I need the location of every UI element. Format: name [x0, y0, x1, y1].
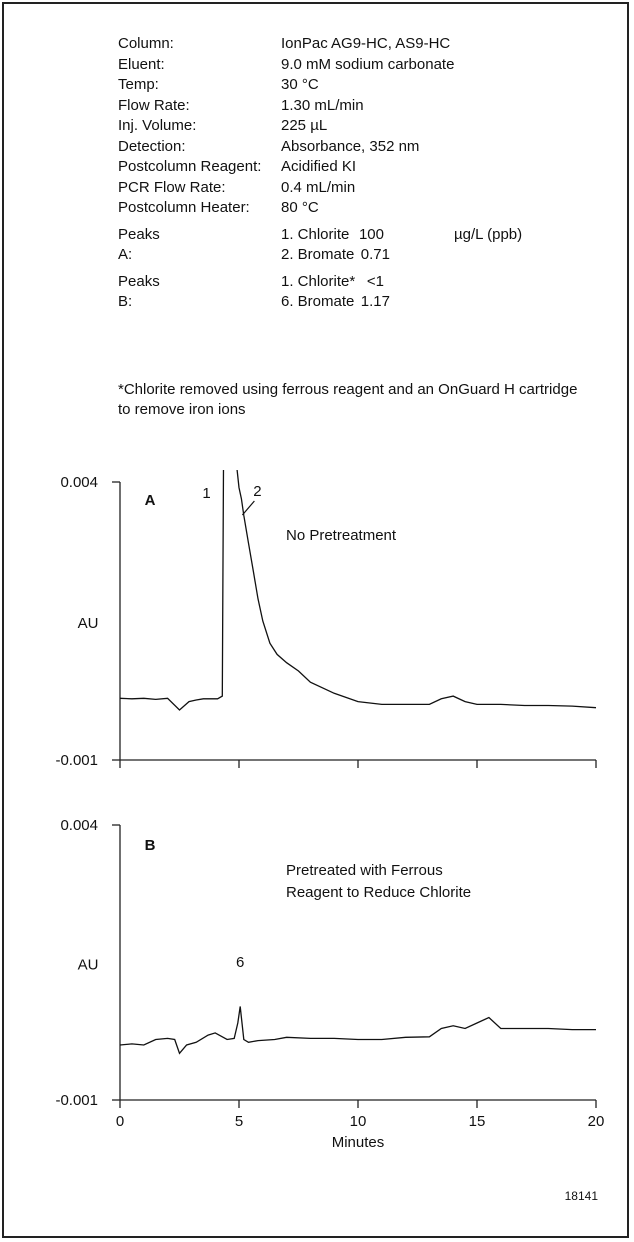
footnote: *Chlorite removed using ferrous reagent …: [118, 381, 578, 418]
x-axis-label: Minutes: [332, 1134, 385, 1151]
condition-key: Temp:: [118, 76, 159, 93]
panel-annotation: No Pretreatment: [286, 527, 397, 544]
y-axis-label: AU: [78, 957, 99, 974]
condition-key: Postcolumn Heater:: [118, 199, 250, 216]
peak-unit: µg/L (ppb): [454, 225, 523, 243]
y-tick-label: -0.001: [55, 1092, 98, 1109]
peak-value: 0.71: [360, 246, 390, 263]
condition-value: 1.30 mL/min: [281, 96, 364, 114]
condition-value: Acidified KI: [281, 158, 357, 175]
peak-name: 1. Chlorite: [281, 225, 350, 243]
condition-value: IonPac AG9-HC, AS9-HC: [281, 35, 451, 52]
x-tick-label: 5: [235, 1113, 243, 1130]
panel-label: B: [145, 837, 156, 854]
condition-value: 80 °C: [281, 199, 319, 216]
condition-key: Inj. Volume:: [118, 117, 197, 134]
peak-name: 2. Bromate: [281, 246, 355, 263]
x-tick-label: 10: [350, 1113, 367, 1130]
peak-value: <1: [366, 272, 384, 290]
peak-value: 100: [358, 225, 384, 243]
figure-id: 18141: [565, 1189, 599, 1203]
peak-label: 6: [236, 954, 244, 971]
peaks-label: Peaks B:: [118, 272, 160, 311]
condition-key: Eluent:: [118, 55, 165, 73]
peak-name: 1. Chlorite*: [281, 272, 356, 290]
x-tick-label: 15: [469, 1113, 486, 1130]
y-tick-label: 0.004: [60, 817, 98, 834]
x-tick-label: 20: [588, 1113, 605, 1130]
condition-value: 9.0 mM sodium carbonate: [281, 55, 455, 73]
y-axis-label: AU: [78, 615, 99, 632]
condition-value: Absorbance, 352 nm: [281, 137, 420, 155]
peak-label: 1: [202, 485, 210, 502]
peak-leader-line: [241, 500, 255, 516]
condition-key: Postcolumn Reagent:: [118, 158, 262, 175]
condition-key: PCR Flow Rate:: [118, 178, 226, 196]
condition-value: 30 °C: [281, 76, 319, 93]
condition-key: Detection:: [118, 137, 186, 155]
y-tick-label: -0.001: [55, 752, 98, 769]
peak-name: 6. Bromate: [281, 293, 355, 310]
panel-label: A: [145, 492, 156, 509]
condition-key: Flow Rate:: [118, 96, 190, 114]
panel-annotation-line: Reagent to Reduce Chlorite: [286, 884, 471, 901]
chromatogram-trace: [120, 1006, 596, 1055]
condition-value: 225 µL: [281, 117, 328, 134]
y-tick-label: 0.004: [60, 474, 98, 491]
peaks-label: Peaks A:: [118, 225, 160, 264]
panel-annotation-line: Pretreated with Ferrous: [286, 862, 443, 879]
chromatogram-trace: [120, 470, 597, 711]
condition-key: Column:: [118, 35, 174, 52]
condition-value: 0.4 mL/min: [281, 178, 356, 196]
x-tick-label: 0: [116, 1113, 124, 1130]
peak-value: 1.17: [360, 293, 390, 310]
peak-label: 2: [253, 483, 261, 500]
